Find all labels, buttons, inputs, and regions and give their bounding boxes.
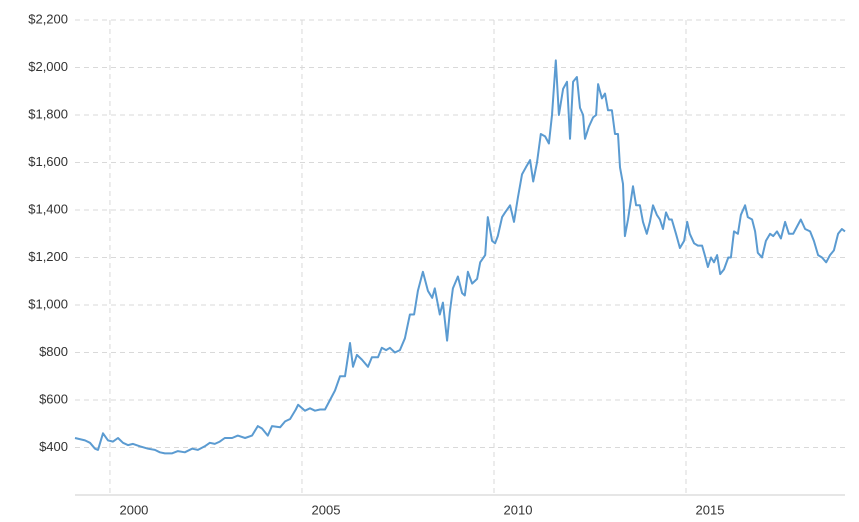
- price-line: [74, 59, 846, 455]
- x-tick-label: 2010: [504, 502, 533, 517]
- x-tick-label: 2015: [696, 502, 725, 517]
- y-tick-label: $2,000: [28, 59, 68, 74]
- y-tick-label: $800: [39, 344, 68, 359]
- y-tick-label: $1,800: [28, 106, 68, 121]
- y-tick-label: $2,200: [28, 11, 68, 26]
- y-tick-label: $1,200: [28, 249, 68, 264]
- y-tick-label: $1,400: [28, 201, 68, 216]
- x-tick-label: 2005: [312, 502, 341, 517]
- y-tick-label: $1,600: [28, 154, 68, 169]
- y-tick-label: $600: [39, 391, 68, 406]
- y-tick-label: $1,000: [28, 296, 68, 311]
- y-tick-label: $400: [39, 439, 68, 454]
- x-tick-label: 2000: [119, 502, 148, 517]
